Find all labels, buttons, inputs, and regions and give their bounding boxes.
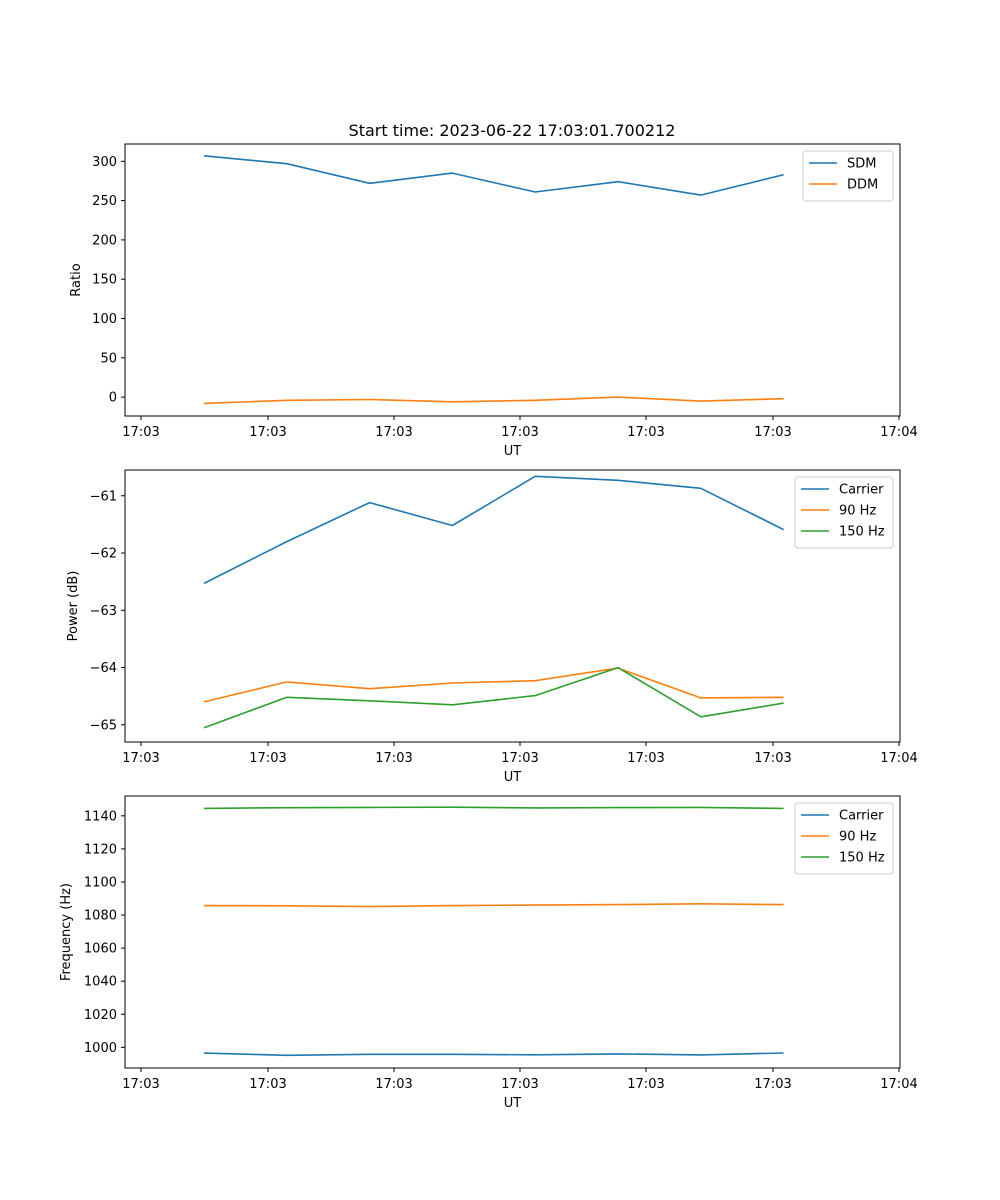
series-line-90-hz: [203, 902, 784, 908]
y-tick-label: −63: [90, 604, 117, 619]
series-line-150-hz: [203, 806, 784, 810]
x-tick-label: 17:03: [501, 425, 538, 440]
legend-label-150-hz: 150 Hz: [839, 525, 885, 540]
x-axis-label: UT: [504, 444, 522, 459]
y-tick-label: 1060: [84, 942, 117, 957]
y-axis-label: Power (dB): [66, 571, 81, 642]
y-axis-label: Ratio: [69, 263, 84, 296]
x-tick-label: 17:03: [754, 751, 791, 766]
x-tick-label: 17:03: [627, 1077, 664, 1092]
x-tick-label: 17:03: [627, 425, 664, 440]
y-tick-label: 50: [100, 351, 117, 366]
legend: Carrier 90 Hz 150 Hz: [794, 802, 894, 875]
frequency-panel: 17:03 17:03 17:03 17:03 17:03 17:03 17:04 UT 100…: [59, 795, 918, 1111]
y-tick-label: 300: [92, 155, 117, 170]
x-tick-label: 17:03: [754, 425, 791, 440]
y-tick-label: 1040: [84, 975, 117, 990]
x-tick-label: 17:04: [880, 1077, 917, 1092]
x-tick-label: 17:03: [375, 425, 412, 440]
x-tick-label: 17:03: [754, 1077, 791, 1092]
series-line-sdm: [203, 155, 784, 196]
legend-label-carrier: Carrier: [839, 483, 884, 498]
x-tick-label: 17:03: [249, 751, 286, 766]
y-axis-label: Frequency (Hz): [59, 883, 74, 981]
x-tick-label: 17:03: [249, 425, 286, 440]
y-tick-label: −61: [90, 489, 117, 504]
x-tick-label: 17:03: [375, 1077, 412, 1092]
y-tick-label: 150: [92, 273, 117, 288]
legend-label-90-hz: 90 Hz: [839, 504, 876, 519]
axes-frame: [124, 795, 901, 1069]
y-tick-label: 1000: [84, 1041, 117, 1056]
legend-label-90-hz: 90 Hz: [839, 830, 876, 845]
ratio-panel: 17:03 17:03 17:03 17:03 17:03 17:03 17:04 UT 0 50…: [69, 143, 918, 459]
axes-frame: [124, 143, 901, 417]
x-tick-label: 17:03: [122, 751, 159, 766]
x-tick-label: 17:03: [249, 1077, 286, 1092]
y-tick-label: 1120: [84, 842, 117, 857]
x-tick-label: 17:04: [880, 751, 917, 766]
y-tick-label: 200: [92, 233, 117, 248]
legend-label-150-hz: 150 Hz: [839, 851, 885, 866]
chart-title: Start time: 2023-06-22 17:03:01.700212: [349, 121, 676, 140]
legend-label-carrier: Carrier: [839, 809, 884, 824]
series-line-90-hz: [203, 667, 784, 703]
y-tick-label: 250: [92, 194, 117, 209]
series-line-150-hz: [203, 666, 784, 729]
power-panel: 17:03 17:03 17:03 17:03 17:03 17:03 17:04 UT −65…: [66, 469, 918, 785]
x-axis-label: UT: [504, 1096, 522, 1111]
x-tick-label: 17:04: [880, 425, 917, 440]
y-tick-label: 1080: [84, 909, 117, 924]
x-tick-label: 17:03: [375, 751, 412, 766]
x-tick-label: 17:03: [627, 751, 664, 766]
legend-label-ddm: DDM: [847, 178, 878, 193]
x-tick-label: 17:03: [501, 1077, 538, 1092]
x-tick-label: 17:03: [122, 1077, 159, 1092]
y-tick-label: −64: [90, 661, 117, 676]
x-tick-label: 17:03: [501, 751, 538, 766]
legend-label-sdm: SDM: [847, 157, 876, 172]
legend: Carrier 90 Hz 150 Hz: [794, 476, 894, 549]
x-tick-label: 17:03: [122, 425, 159, 440]
y-tick-label: 0: [109, 391, 117, 406]
series-line-carrier: [203, 475, 784, 585]
x-axis-label: UT: [504, 770, 522, 785]
axes-frame: [124, 469, 901, 743]
y-tick-label: 1140: [84, 809, 117, 824]
series-line-carrier: [203, 1052, 784, 1057]
legend: SDM DDM: [802, 150, 894, 202]
y-tick-label: −62: [90, 547, 117, 562]
series-line-ddm: [203, 396, 784, 405]
y-tick-label: −65: [90, 718, 117, 733]
y-tick-label: 1100: [84, 875, 117, 890]
y-tick-label: 100: [92, 312, 117, 327]
y-tick-label: 1020: [84, 1008, 117, 1023]
